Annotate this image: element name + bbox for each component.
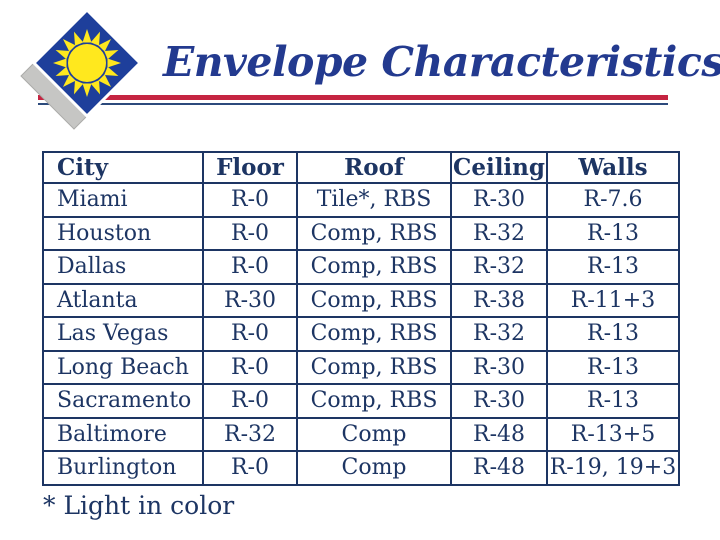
cell-roof: Comp, RBS — [296, 349, 452, 385]
table-row: Las Vegas R-0 Comp, RBS R-32 R-13 — [42, 316, 680, 352]
cell-floor: R-0 — [202, 450, 298, 486]
cell-floor: R-0 — [202, 316, 298, 352]
cell-walls: R-11+3 — [546, 282, 680, 318]
cell-roof: Comp, RBS — [296, 316, 452, 352]
cell-city: Houston — [42, 215, 204, 251]
cell-roof: Comp, RBS — [296, 282, 452, 318]
cell-walls: R-13+5 — [546, 416, 680, 452]
table-header-row: City Floor Roof Ceiling Walls — [42, 151, 680, 184]
cell-ceiling: R-30 — [450, 182, 548, 218]
cell-ceiling: R-48 — [450, 450, 548, 486]
table-row: Sacramento R-0 Comp, RBS R-30 R-13 — [42, 383, 680, 419]
cell-ceiling: R-32 — [450, 249, 548, 285]
cell-city: Long Beach — [42, 349, 204, 385]
table-row: Baltimore R-32 Comp R-48 R-13+5 — [42, 416, 680, 452]
table-row: Atlanta R-30 Comp, RBS R-38 R-11+3 — [42, 282, 680, 318]
cell-walls: R-13 — [546, 249, 680, 285]
cell-floor: R-0 — [202, 215, 298, 251]
cell-floor: R-0 — [202, 349, 298, 385]
cell-ceiling: R-32 — [450, 316, 548, 352]
cell-ceiling: R-30 — [450, 349, 548, 385]
column-header-roof: Roof — [296, 151, 452, 184]
cell-ceiling: R-32 — [450, 215, 548, 251]
cell-city: Miami — [42, 182, 204, 218]
sun-diamond-logo-icon — [20, 7, 143, 130]
table-row: Miami R-0 Tile*, RBS R-30 R-7.6 — [42, 182, 680, 218]
cell-city: Burlington — [42, 450, 204, 486]
cell-city: Las Vegas — [42, 316, 204, 352]
cell-floor: R-0 — [202, 182, 298, 218]
cell-roof: Comp, RBS — [296, 249, 452, 285]
table-row: Houston R-0 Comp, RBS R-32 R-13 — [42, 215, 680, 251]
blue-divider-line — [38, 103, 668, 105]
cell-walls: R-7.6 — [546, 182, 680, 218]
cell-roof: Comp — [296, 450, 452, 486]
cell-walls: R-13 — [546, 215, 680, 251]
cell-city: Baltimore — [42, 416, 204, 452]
table-row: Long Beach R-0 Comp, RBS R-30 R-13 — [42, 349, 680, 385]
column-header-floor: Floor — [202, 151, 298, 184]
cell-roof: Comp, RBS — [296, 383, 452, 419]
cell-floor: R-30 — [202, 282, 298, 318]
cell-city: Dallas — [42, 249, 204, 285]
cell-ceiling: R-38 — [450, 282, 548, 318]
cell-floor: R-32 — [202, 416, 298, 452]
cell-floor: R-0 — [202, 383, 298, 419]
cell-floor: R-0 — [202, 249, 298, 285]
sun-icon — [53, 29, 121, 97]
envelope-table: City Floor Roof Ceiling Walls Miami R-0 … — [42, 151, 680, 486]
cell-walls: R-13 — [546, 383, 680, 419]
cell-city: Sacramento — [42, 383, 204, 419]
cell-city: Atlanta — [42, 282, 204, 318]
table-row: Burlington R-0 Comp R-48 R-19, 19+3 — [42, 450, 680, 486]
cell-ceiling: R-30 — [450, 383, 548, 419]
cell-roof: Comp, RBS — [296, 215, 452, 251]
column-header-ceiling: Ceiling — [450, 151, 548, 184]
cell-walls: R-13 — [546, 316, 680, 352]
cell-walls: R-19, 19+3 — [546, 450, 680, 486]
cell-roof: Comp — [296, 416, 452, 452]
cell-ceiling: R-48 — [450, 416, 548, 452]
column-header-city: City — [42, 151, 204, 184]
column-header-walls: Walls — [546, 151, 680, 184]
cell-walls: R-13 — [546, 349, 680, 385]
page-title: Envelope Characteristics — [163, 38, 720, 86]
cell-roof: Tile*, RBS — [296, 182, 452, 218]
envelope-table-container: City Floor Roof Ceiling Walls Miami R-0 … — [42, 151, 680, 486]
red-divider-line — [38, 95, 668, 100]
table-row: Dallas R-0 Comp, RBS R-32 R-13 — [42, 249, 680, 285]
footnote: * Light in color — [43, 491, 235, 520]
